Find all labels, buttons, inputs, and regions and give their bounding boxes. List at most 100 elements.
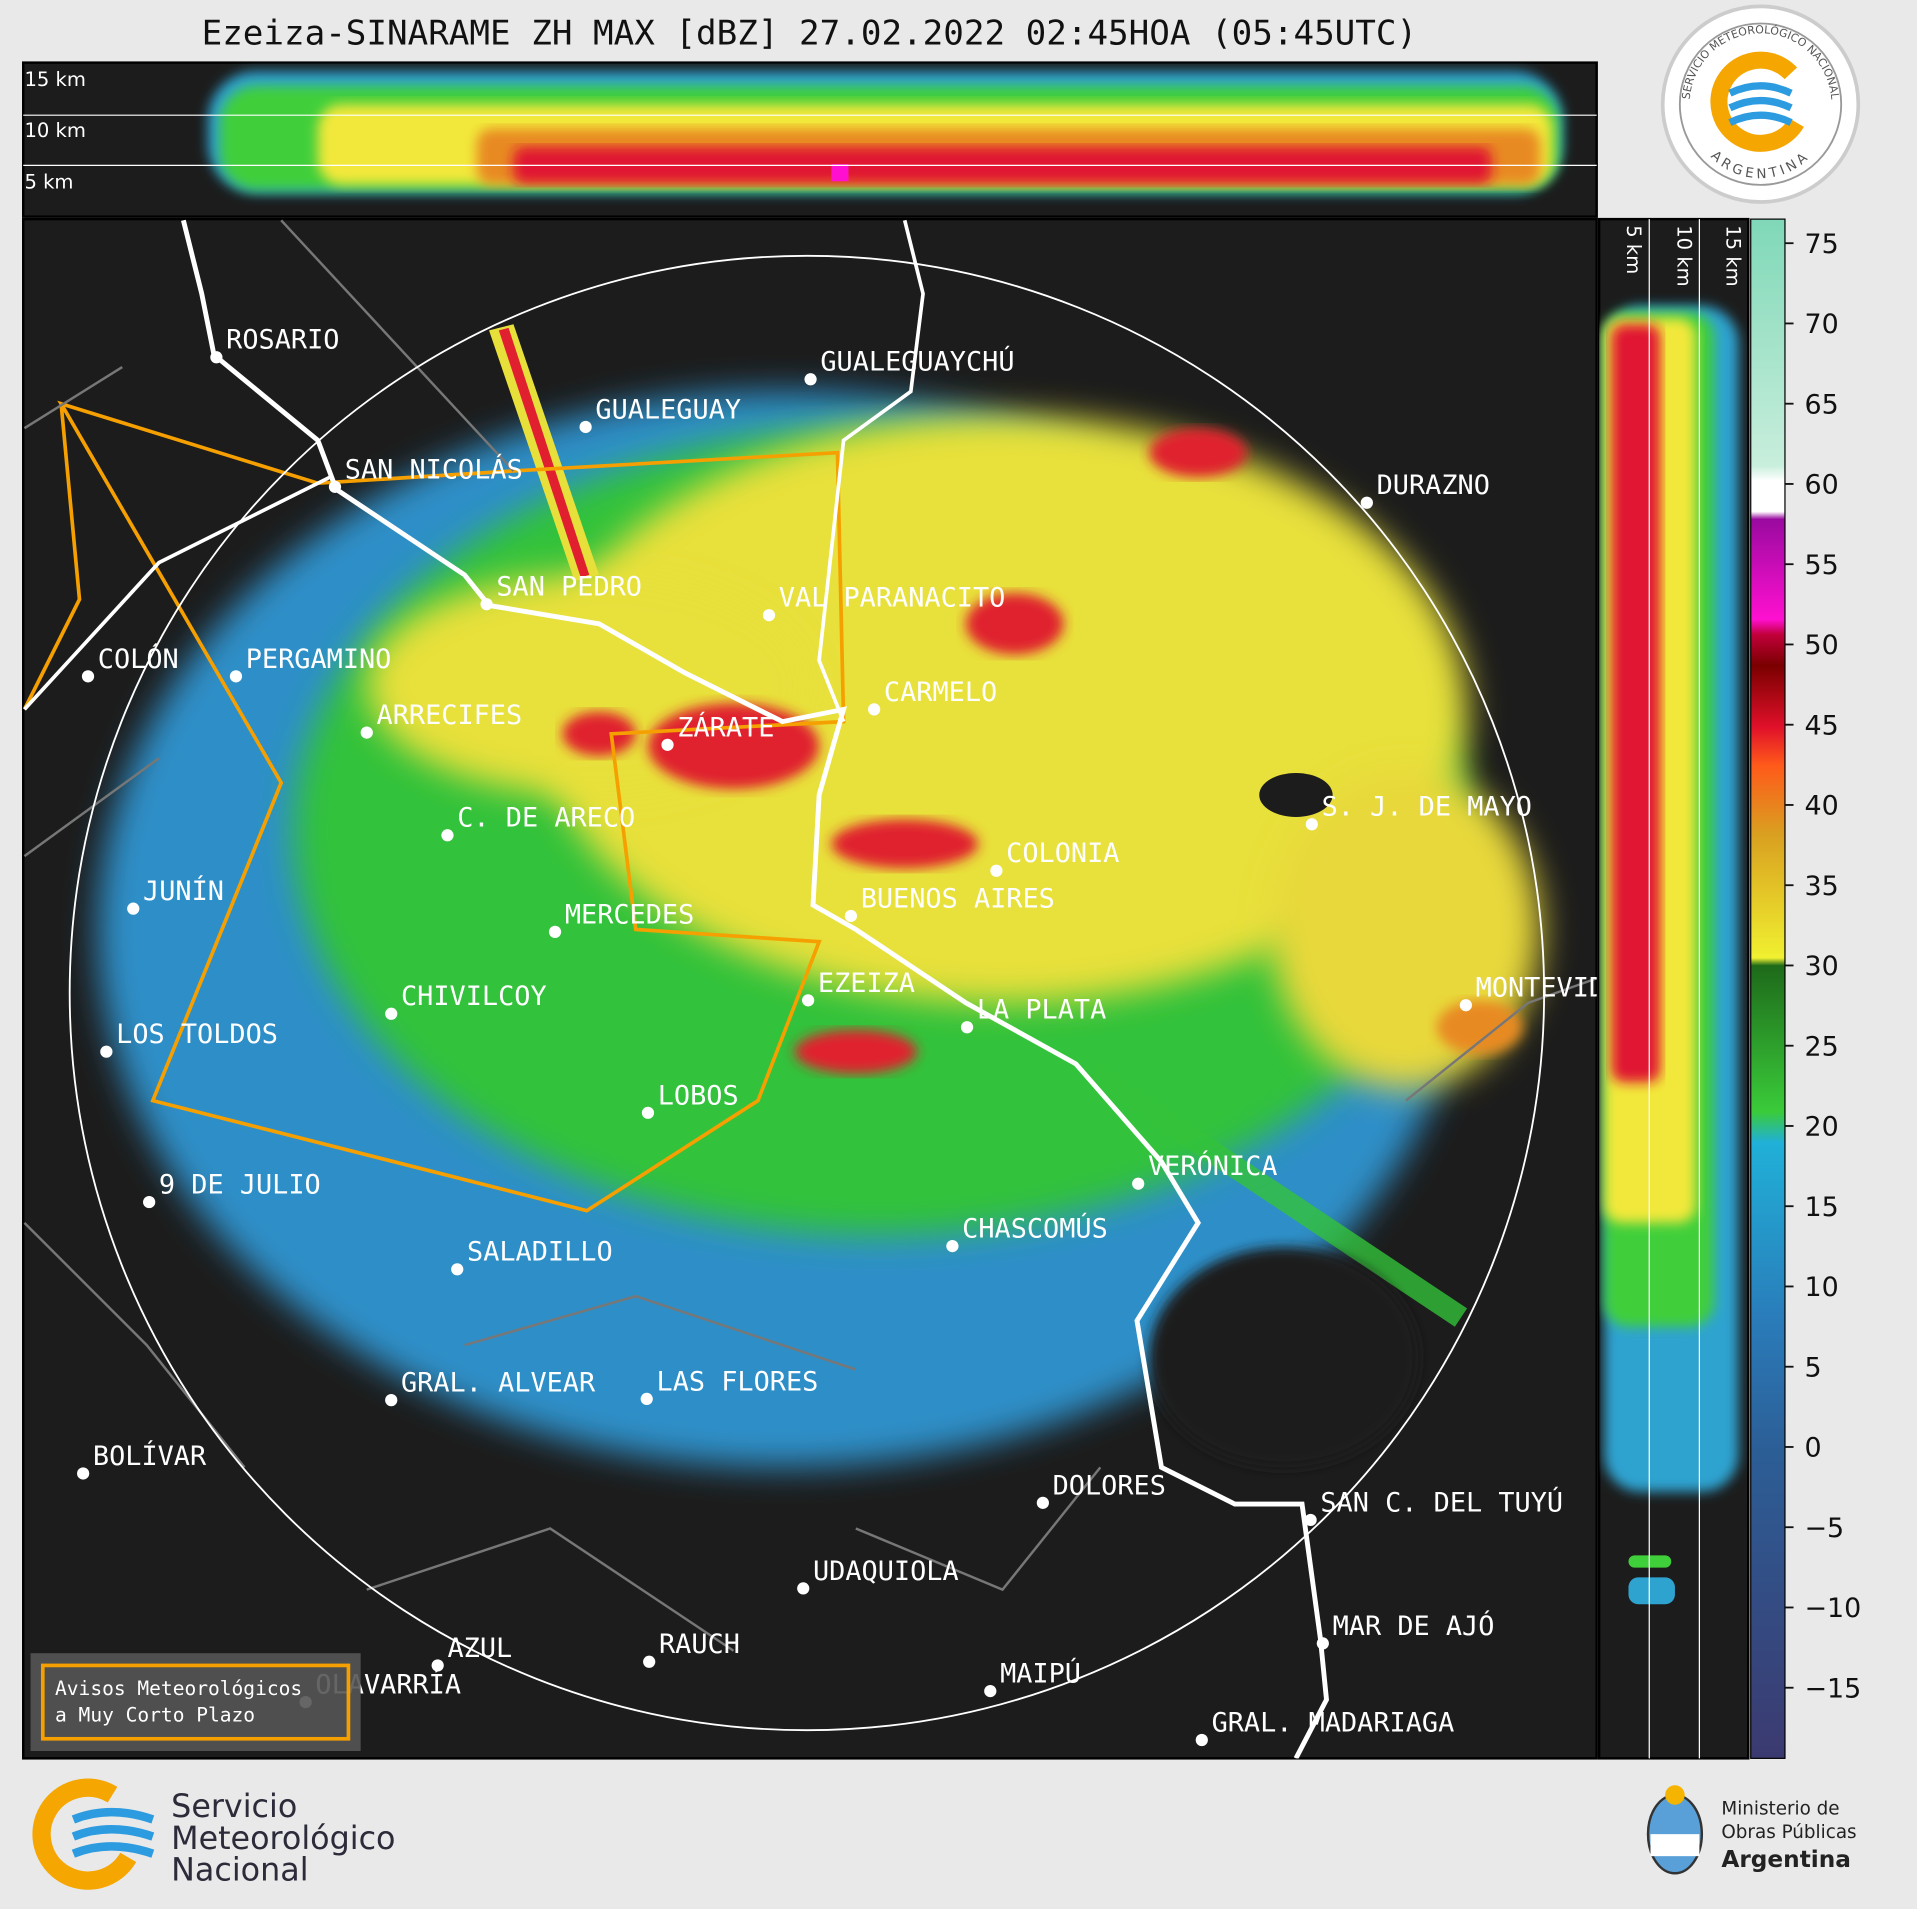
city-dot (431, 1659, 444, 1672)
city-label: LAS FLORES (657, 1366, 819, 1397)
city-dot (77, 1467, 90, 1480)
city-label: ARRECIFES (377, 700, 523, 731)
title: Ezeiza-SINARAME ZH MAX [dBZ] 27.02.2022 … (202, 13, 1417, 53)
city-dot (868, 703, 881, 716)
city-label: RAUCH (659, 1629, 740, 1660)
city-dot (946, 1239, 959, 1253)
smn-badge: SERVICIO METEOROLÓGICO NACIONAL ARGENTIN… (1660, 4, 1861, 204)
city-label: JUNÍN (143, 875, 224, 907)
right-cross-section: 5 km 10 km 15 km (1597, 217, 1750, 1760)
city-label: 9 DE JULIO (159, 1170, 321, 1201)
map: ROSARIO GUALEGUAYCHÚ GUALEGUAY SAN NICOLÁS D… (22, 217, 1638, 1760)
city-dot (762, 609, 776, 622)
city-label: COLONIA (1006, 838, 1119, 869)
city-dot (641, 1106, 655, 1119)
colorbar-tick-label: 75 (1805, 229, 1839, 260)
footer-text: Servicio (171, 1789, 297, 1825)
height-label: 5 km (1622, 225, 1645, 274)
river (817, 219, 925, 723)
colorbar-tick-label: 55 (1805, 550, 1839, 581)
border (23, 475, 331, 711)
footer-text: Argentina (1721, 1846, 1851, 1873)
city-label: GUALEGUAY (595, 394, 741, 425)
colorbar-tick-label: 10 (1805, 1272, 1839, 1303)
city-dot (1360, 496, 1373, 509)
height-label: 15 km (24, 68, 85, 91)
colorbar-tick-label: −5 (1805, 1513, 1845, 1544)
city-dot (990, 864, 1003, 877)
city-label: ZÁRATE (677, 711, 774, 743)
city-label: DOLORES (1053, 1470, 1166, 1501)
colorbar-tick-label: 35 (1805, 871, 1839, 902)
footer-ministry: Ministerio de Obras Públicas Argentina (1646, 1785, 1857, 1875)
warning-text: a Muy Corto Plazo (55, 1704, 255, 1727)
city-label: MERCEDES (565, 899, 694, 930)
city-dot (1316, 1637, 1329, 1650)
colorbar-tick-label: 15 (1805, 1192, 1839, 1223)
city-label: MAIPÚ (1000, 1658, 1081, 1690)
city-label: CARMELO (884, 677, 997, 708)
colorbar-tick-label: 60 (1805, 470, 1839, 501)
city-label: MAR DE AJÓ (1333, 1610, 1495, 1642)
colorbar-tick-label: 30 (1805, 951, 1839, 982)
colorbar-tick-label: 65 (1805, 389, 1839, 420)
city-dot (1132, 1177, 1145, 1190)
city-dot (451, 1263, 464, 1276)
district-borders (23, 219, 1597, 1652)
warning-box-border (40, 1663, 351, 1741)
city-dot (1195, 1733, 1208, 1747)
city-dot (640, 1392, 653, 1406)
city-label: DURAZNO (1377, 470, 1490, 501)
city-label: C. DE ARECO (457, 803, 635, 834)
radar-echoes (97, 324, 1541, 1468)
warning-box (30, 1653, 361, 1752)
city-label: GRAL. ALVEAR (401, 1368, 596, 1399)
city-dot (385, 1394, 398, 1407)
city-label: VAL PARANACITO (779, 583, 1006, 614)
city-dot (143, 1195, 156, 1209)
city-dot (802, 994, 815, 1007)
city-label: MONTEVIDEO (1476, 973, 1638, 1004)
city-label: ROSARIO (226, 325, 339, 356)
city-dot (1305, 818, 1318, 831)
city-dot (360, 726, 373, 739)
city-label: LOS TOLDOS (116, 1019, 278, 1050)
city-layer: ROSARIO GUALEGUAYCHÚ GUALEGUAY SAN NICOLÁS D… (77, 325, 1638, 1747)
colorbar-tick-label: 70 (1805, 309, 1839, 340)
colorbar-tick-label: 0 (1805, 1433, 1822, 1464)
colorbar-tick-label: −10 (1805, 1593, 1862, 1624)
city-dot (210, 351, 223, 364)
city-label: S. J. DE MAYO (1322, 792, 1532, 823)
city-dot (127, 902, 140, 915)
city-label: BUENOS AIRES (861, 883, 1055, 914)
city-dot (797, 1582, 810, 1595)
footer-text: Meteorológico (171, 1821, 395, 1857)
city-dot (229, 670, 243, 683)
height-label: 10 km (1672, 225, 1695, 286)
city-label: PERGAMINO (246, 644, 392, 675)
city-dot (661, 738, 674, 751)
city-label: CHIVILCOY (401, 981, 547, 1012)
city-dot (328, 480, 342, 493)
city-dot (100, 1045, 113, 1058)
city-dot (960, 1021, 974, 1034)
footer-text: Obras Públicas (1721, 1822, 1856, 1843)
city-label: AZUL (447, 1633, 512, 1664)
city-dot (1304, 1513, 1317, 1527)
colorbar-tick-label: 5 (1805, 1352, 1822, 1383)
colorbar-tick-label: 50 (1805, 630, 1839, 661)
city-label: SALADILLO (467, 1237, 613, 1268)
colorbar (1750, 218, 1786, 1759)
city-label: SAN NICOLÁS (345, 453, 523, 485)
city-label: BOLÍVAR (93, 1440, 207, 1472)
top-cross-section: 15 km 10 km 5 km (22, 61, 1598, 218)
city-label: SAN PEDRO (496, 572, 642, 603)
city-label: LA PLATA (977, 995, 1106, 1026)
city-dot (548, 925, 562, 938)
height-label: 15 km (1721, 225, 1744, 286)
city-label: SAN C. DEL TUYÚ (1320, 1486, 1563, 1518)
city-dot (1459, 999, 1472, 1012)
colorbar-tick-label: −15 (1805, 1674, 1862, 1705)
